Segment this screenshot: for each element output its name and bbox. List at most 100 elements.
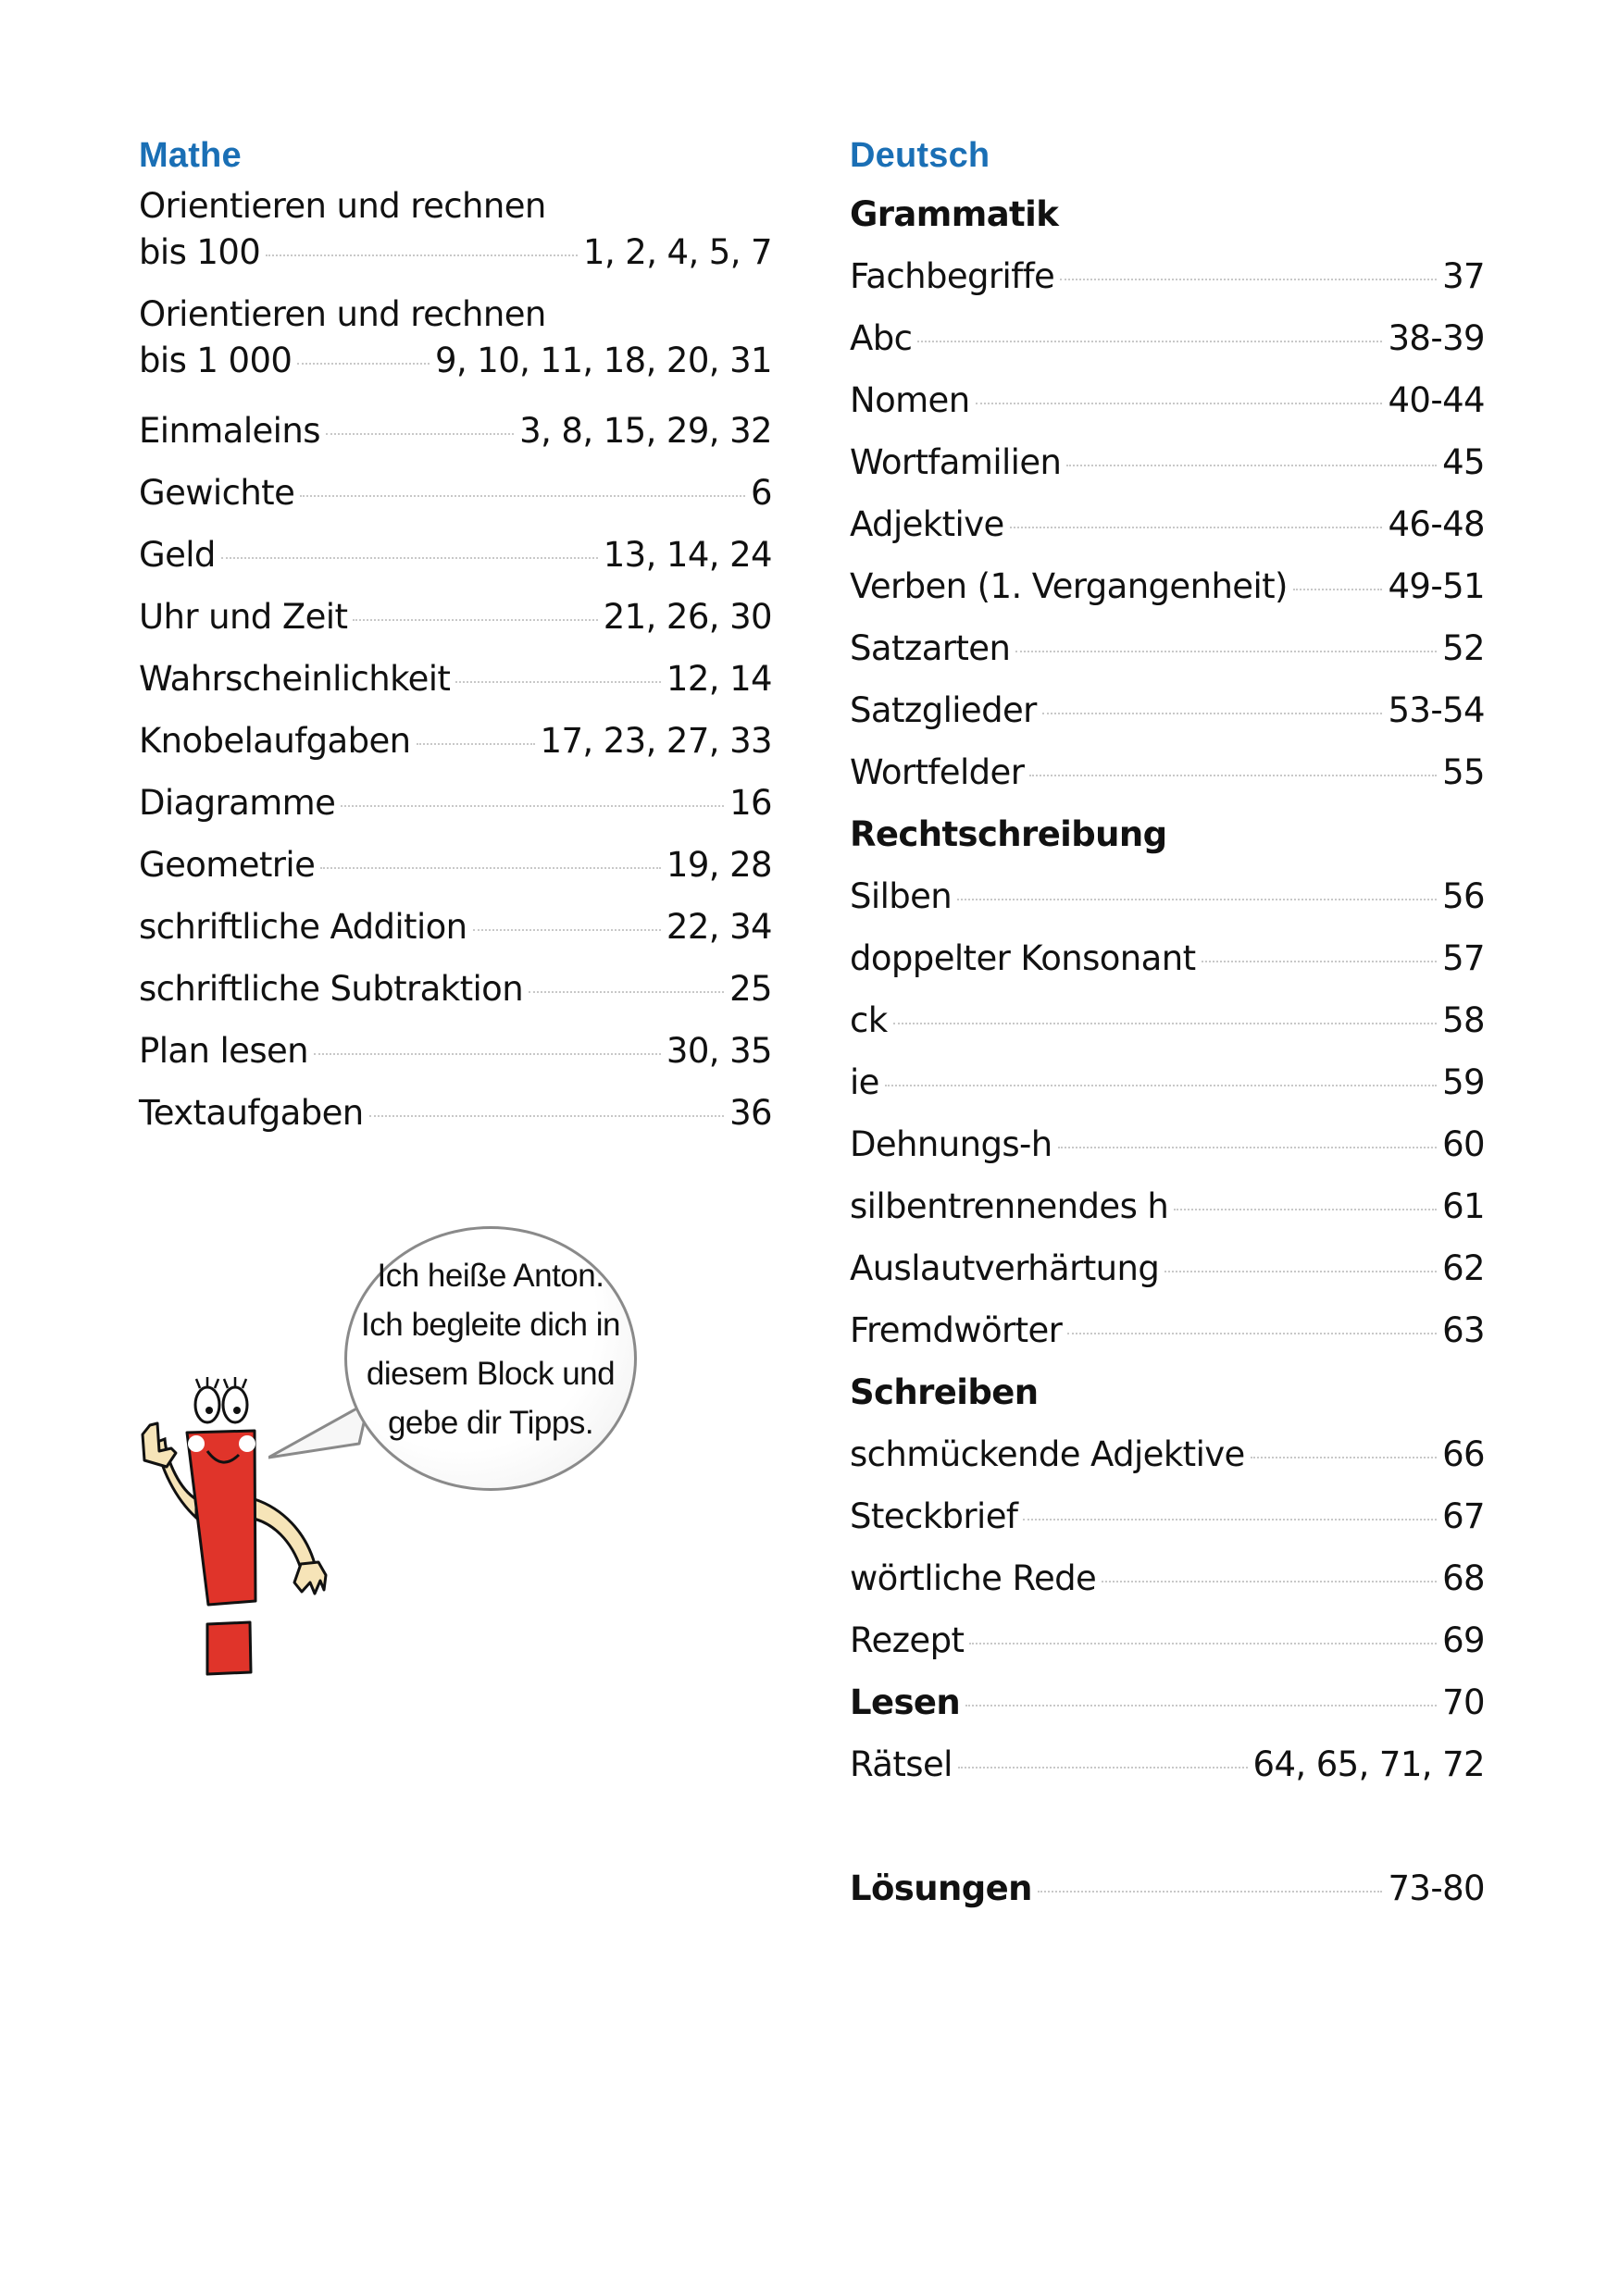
toc-entry[interactable]: Geometrie 19, 28 (139, 834, 773, 896)
toc-entry[interactable]: schmückende Adjektive 66 (850, 1423, 1486, 1485)
dot-leader (1067, 1333, 1438, 1334)
dot-leader (965, 1705, 1438, 1706)
entry-pages: 64, 65, 71, 72 (1252, 1744, 1486, 1784)
entry-label: schmückende Adjektive (850, 1434, 1245, 1474)
dot-leader (297, 363, 430, 365)
dot-leader (1009, 527, 1383, 528)
toc-entry[interactable]: Orientieren und rechnen bis 1 000 9, 10,… (139, 292, 773, 400)
entry-pages: 73-80 (1388, 1868, 1485, 1908)
toc-entry[interactable]: Gewichte 6 (139, 462, 773, 524)
toc-entry[interactable]: Auslautverhärtung 62 (850, 1237, 1486, 1299)
entry-label: Einmaleins (139, 411, 320, 451)
entry-label-line2: bis 1 000 (139, 341, 293, 380)
toc-entry[interactable]: Fachbegriffe 37 (850, 245, 1486, 307)
toc-entry[interactable]: Dehnungs-h 60 (850, 1113, 1486, 1175)
toc-entry[interactable]: Textaufgaben 36 (139, 1082, 773, 1144)
toc-entry[interactable]: Uhr und Zeit 21, 26, 30 (139, 586, 773, 648)
entry-pages: 55 (1442, 752, 1485, 792)
toc-entry[interactable]: schriftliche Subtraktion 25 (139, 958, 773, 1020)
entry-pages: 70 (1442, 1682, 1485, 1722)
entry-pages: 62 (1442, 1248, 1485, 1288)
entry-pages: 17, 23, 27, 33 (540, 721, 773, 761)
entry-pages: 67 (1442, 1496, 1485, 1536)
toc-entry[interactable]: Silben 56 (850, 865, 1486, 927)
entry-pages: 63 (1442, 1310, 1485, 1350)
dot-leader (472, 929, 661, 931)
entry-label: Wahrscheinlichkeit (139, 659, 451, 699)
speech-line: Ich heiße Anton. (377, 1258, 604, 1294)
mathe-heading: Mathe (139, 136, 242, 175)
entry-pages: 60 (1442, 1124, 1485, 1164)
toc-entry[interactable]: Satzarten 52 (850, 617, 1486, 679)
entry-label: Lesen (850, 1682, 961, 1722)
entry-label: Plan lesen (139, 1031, 309, 1071)
entry-pages: 13, 14, 24 (603, 535, 773, 575)
entry-pages: 59 (1442, 1062, 1485, 1102)
toc-entry-lesen[interactable]: Lesen 70 (850, 1671, 1486, 1733)
toc-entry[interactable]: Knobelaufgaben 17, 23, 27, 33 (139, 710, 773, 772)
toc-entry[interactable]: ie 59 (850, 1051, 1486, 1113)
toc-entry[interactable]: Diagramme 16 (139, 772, 773, 834)
entry-label: silbentrennendes h (850, 1186, 1169, 1226)
entry-pages: 66 (1442, 1434, 1485, 1474)
toc-entry[interactable]: Wahrscheinlichkeit 12, 14 (139, 648, 773, 710)
dot-leader (300, 495, 746, 497)
dot-leader (975, 403, 1383, 404)
entry-pages: 40-44 (1388, 380, 1485, 420)
toc-entry[interactable]: Abc 38-39 (850, 307, 1486, 369)
entry-pages: 45 (1442, 442, 1485, 482)
toc-entry[interactable]: Rezept 69 (850, 1609, 1486, 1671)
entry-label: Lösungen (850, 1868, 1032, 1908)
speech-bubble: Ich heiße Anton. Ich begleite dich in di… (344, 1226, 637, 1491)
entry-pages: 57 (1442, 938, 1485, 978)
toc-entry[interactable]: Verben (1. Vergangenheit) 49-51 (850, 555, 1486, 617)
entry-label: schriftliche Subtraktion (139, 969, 524, 1009)
entry-pages: 56 (1442, 876, 1485, 916)
toc-entry[interactable]: schriftliche Addition 22, 34 (139, 896, 773, 958)
toc-entry[interactable]: wörtliche Rede 68 (850, 1547, 1486, 1609)
entry-label: Verben (1. Vergangenheit) (850, 566, 1288, 606)
speech-line: Ich begleite dich in (361, 1307, 620, 1343)
dot-leader (1250, 1457, 1438, 1458)
toc-entry[interactable]: Fremdwörter 63 (850, 1299, 1486, 1361)
entry-label-line1: Orientieren und rechnen (139, 186, 546, 226)
category-rechtschreibung: Rechtschreibung (850, 814, 1167, 854)
toc-entry[interactable]: Adjektive 46-48 (850, 493, 1486, 555)
toc-entry[interactable]: Steckbrief 67 (850, 1485, 1486, 1547)
entry-pages: 6 (751, 473, 773, 513)
entry-pages: 68 (1442, 1558, 1485, 1598)
toc-entry[interactable]: Orientieren und rechnen bis 100 1, 2, 4,… (139, 183, 773, 292)
toc-entry[interactable]: Wortfelder 55 (850, 741, 1486, 803)
toc-entry[interactable]: Plan lesen 30, 35 (139, 1020, 773, 1082)
deutsch-heading: Deutsch (850, 136, 990, 175)
entry-label: Auslautverhärtung (850, 1248, 1160, 1288)
toc-entry[interactable]: Satzglieder 53-54 (850, 679, 1486, 741)
entry-label-line1: Orientieren und rechnen (139, 294, 546, 334)
entry-pages: 1, 2, 4, 5, 7 (583, 232, 773, 272)
entry-label: Dehnungs-h (850, 1124, 1052, 1164)
mathe-section: Mathe Orientieren und rechnen bis 100 1,… (139, 128, 773, 1144)
entry-label: Diagramme (139, 783, 336, 823)
entry-label: Uhr und Zeit (139, 597, 348, 637)
entry-pages: 3, 8, 15, 29, 32 (519, 411, 772, 451)
dot-leader (266, 254, 578, 256)
toc-entry-raetsel[interactable]: Rätsel 64, 65, 71, 72 (850, 1733, 1486, 1795)
entry-pages: 25 (729, 969, 772, 1009)
entry-label: Adjektive (850, 504, 1004, 544)
toc-entry[interactable]: Nomen 40-44 (850, 369, 1486, 431)
toc-entry[interactable]: ck 58 (850, 989, 1486, 1051)
entry-label: ie (850, 1062, 879, 1102)
toc-entry[interactable]: Wortfamilien 45 (850, 431, 1486, 493)
entry-pages: 61 (1442, 1186, 1485, 1226)
toc-entry-loesungen[interactable]: Lösungen 73-80 (850, 1857, 1486, 1919)
toc-entry[interactable]: Geld 13, 14, 24 (139, 524, 773, 586)
toc-entry[interactable]: silbentrennendes h 61 (850, 1175, 1486, 1237)
entry-pages: 49-51 (1388, 566, 1485, 606)
entry-label: Satzarten (850, 628, 1011, 668)
dot-leader (1015, 651, 1438, 652)
dot-leader (220, 557, 598, 559)
toc-entry[interactable]: Einmaleins 3, 8, 15, 29, 32 (139, 400, 773, 462)
entry-label: Rätsel (850, 1744, 953, 1784)
dot-leader (1037, 1891, 1383, 1893)
toc-entry[interactable]: doppelter Konsonant 57 (850, 927, 1486, 989)
